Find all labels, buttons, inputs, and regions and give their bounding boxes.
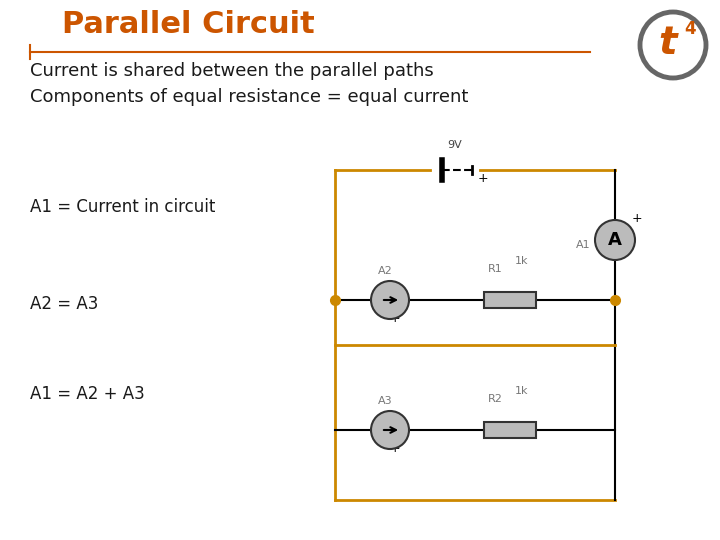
Text: A3: A3 xyxy=(378,396,392,406)
Text: 4: 4 xyxy=(684,20,696,38)
Circle shape xyxy=(640,12,706,78)
Text: +: + xyxy=(631,212,642,225)
Circle shape xyxy=(595,220,635,260)
Text: R1: R1 xyxy=(487,264,503,274)
Text: A: A xyxy=(608,231,622,249)
Text: 1k: 1k xyxy=(516,256,528,266)
Bar xyxy=(484,422,536,438)
Text: +: + xyxy=(390,442,400,455)
Text: R2: R2 xyxy=(487,394,503,404)
Text: Components of equal resistance = equal current: Components of equal resistance = equal c… xyxy=(30,88,469,106)
Text: A2 = A3: A2 = A3 xyxy=(30,295,99,313)
Text: A1 = A2 + A3: A1 = A2 + A3 xyxy=(30,385,145,403)
Text: +: + xyxy=(478,172,489,185)
Text: +: + xyxy=(390,312,400,325)
Text: Current is shared between the parallel paths: Current is shared between the parallel p… xyxy=(30,62,433,80)
Text: A1 = Current in circuit: A1 = Current in circuit xyxy=(30,198,215,216)
Text: A2: A2 xyxy=(377,266,392,276)
Circle shape xyxy=(371,281,409,319)
Text: Parallel Circuit: Parallel Circuit xyxy=(62,10,315,39)
Text: A1: A1 xyxy=(576,240,590,250)
Text: 1k: 1k xyxy=(516,386,528,396)
Text: 9V: 9V xyxy=(448,140,462,150)
Circle shape xyxy=(371,411,409,449)
Text: t: t xyxy=(659,24,678,62)
Bar xyxy=(484,292,536,308)
